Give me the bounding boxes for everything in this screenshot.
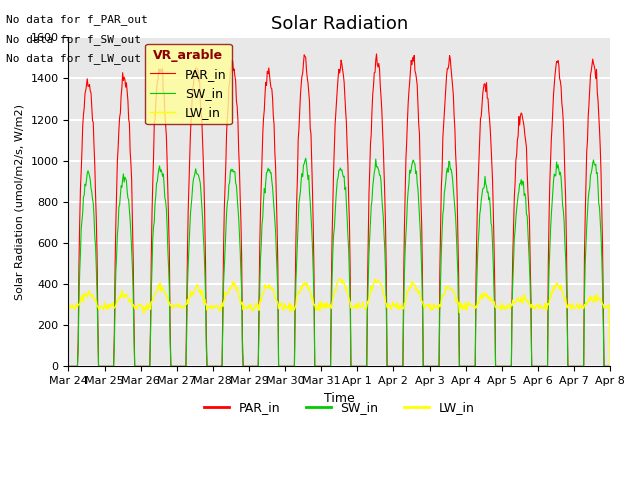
LW_in bbox=[65, 302, 72, 308]
Line: LW_in: LW_in bbox=[68, 279, 610, 366]
LW_in bbox=[606, 363, 614, 369]
LW_in bbox=[74, 301, 82, 307]
SW_in bbox=[406, 167, 413, 173]
LW_in bbox=[406, 285, 413, 290]
Text: No data for f_PAR_out: No data for f_PAR_out bbox=[6, 14, 148, 25]
Legend: PAR_in, SW_in, LW_in: PAR_in, SW_in, LW_in bbox=[199, 396, 479, 420]
LW_in bbox=[214, 305, 221, 311]
SW_in bbox=[606, 363, 614, 369]
SW_in bbox=[185, 244, 193, 250]
LW_in bbox=[130, 303, 138, 309]
Line: SW_in: SW_in bbox=[68, 158, 610, 366]
PAR_in bbox=[606, 363, 614, 369]
Text: No data for f_SW_out: No data for f_SW_out bbox=[6, 34, 141, 45]
PAR_in bbox=[372, 51, 380, 57]
LW_in bbox=[336, 276, 344, 282]
Title: Solar Radiation: Solar Radiation bbox=[271, 15, 408, 33]
PAR_in bbox=[422, 363, 429, 369]
X-axis label: Time: Time bbox=[324, 392, 355, 405]
Line: PAR_in: PAR_in bbox=[68, 54, 610, 366]
PAR_in bbox=[130, 314, 138, 320]
PAR_in bbox=[185, 181, 193, 187]
PAR_in bbox=[214, 363, 221, 369]
Y-axis label: Solar Radiation (umol/m2/s, W/m2): Solar Radiation (umol/m2/s, W/m2) bbox=[15, 104, 25, 300]
SW_in bbox=[302, 156, 310, 161]
PAR_in bbox=[74, 337, 82, 343]
PAR_in bbox=[406, 80, 413, 85]
LW_in bbox=[422, 302, 429, 308]
LW_in bbox=[185, 295, 193, 301]
SW_in bbox=[422, 363, 429, 369]
SW_in bbox=[65, 363, 72, 369]
Text: No data for f_LW_out: No data for f_LW_out bbox=[6, 53, 141, 64]
SW_in bbox=[130, 334, 138, 339]
SW_in bbox=[74, 346, 82, 352]
SW_in bbox=[214, 363, 221, 369]
PAR_in bbox=[65, 363, 72, 369]
